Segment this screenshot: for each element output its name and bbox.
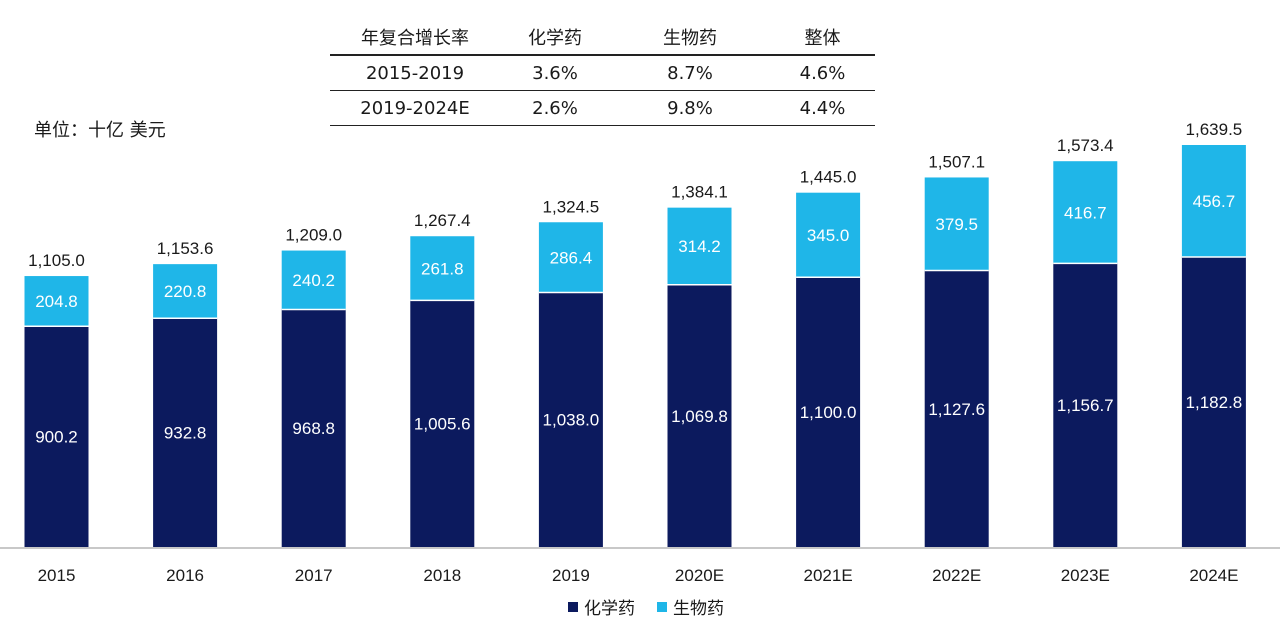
data-label-chem: 1,182.8 bbox=[1186, 393, 1243, 412]
total-label: 1,639.5 bbox=[1186, 120, 1243, 139]
data-label-bio: 261.8 bbox=[421, 259, 464, 278]
data-label-bio: 456.7 bbox=[1193, 192, 1236, 211]
data-label-chem: 1,156.7 bbox=[1057, 396, 1114, 415]
data-label-bio: 345.0 bbox=[807, 226, 850, 245]
x-tick-label: 2023E bbox=[1061, 566, 1110, 585]
cagr-header-row: 年复合增长率 化学药 生物药 整体 bbox=[330, 20, 875, 55]
cagr-header-cell: 年复合增长率 bbox=[361, 28, 469, 49]
bar-segment-bio bbox=[1053, 161, 1118, 264]
bar-segment-bio bbox=[281, 250, 346, 310]
total-label: 1,507.1 bbox=[928, 152, 985, 171]
cagr-header-cell: 整体 bbox=[804, 28, 841, 49]
cagr-cell: 8.7% bbox=[667, 62, 713, 84]
cagr-cell: 3.6% bbox=[532, 62, 578, 84]
bar-segment-bio bbox=[153, 264, 218, 319]
data-label-bio: 286.4 bbox=[550, 248, 593, 267]
data-label-bio: 379.5 bbox=[935, 215, 978, 234]
bar-segment-chem bbox=[538, 292, 603, 547]
data-label-chem: 1,069.8 bbox=[671, 407, 728, 426]
x-tick-label: 2018 bbox=[423, 566, 461, 585]
data-label-chem: 1,038.0 bbox=[543, 411, 600, 430]
x-tick-label: 2015 bbox=[38, 566, 76, 585]
total-label: 1,573.4 bbox=[1057, 136, 1114, 155]
total-label: 1,445.0 bbox=[800, 168, 857, 187]
total-label: 1,105.0 bbox=[28, 251, 85, 270]
bar-segment-chem bbox=[410, 300, 475, 547]
cagr-cell: 2015-2019 bbox=[365, 62, 465, 84]
legend: 化学药 生物药 bbox=[568, 594, 724, 619]
x-tick-label: 2020E bbox=[675, 566, 724, 585]
bar-segment-bio bbox=[1181, 145, 1246, 257]
cagr-table: 年复合增长率 化学药 生物药 整体 2015-2019 3.6% 8.7% 4.… bbox=[330, 20, 875, 126]
cagr-cell: 9.8% bbox=[667, 97, 713, 119]
x-tick-label: 2019 bbox=[552, 566, 590, 585]
data-label-chem: 932.8 bbox=[164, 424, 207, 443]
total-label: 1,209.0 bbox=[285, 226, 342, 245]
cagr-cell: 2.6% bbox=[532, 97, 578, 119]
cagr-cell: 2019-2024E bbox=[360, 97, 470, 119]
cagr-row: 2015-2019 3.6% 8.7% 4.6% bbox=[330, 55, 875, 91]
cagr-row: 2019-2024E 2.6% 9.8% 4.4% bbox=[330, 91, 875, 126]
total-label: 1,153.6 bbox=[157, 239, 214, 258]
x-tick-label: 2022E bbox=[932, 566, 981, 585]
x-tick-label: 2016 bbox=[166, 566, 204, 585]
bar-segment-chem bbox=[24, 326, 89, 547]
legend-swatch-chem bbox=[568, 601, 578, 612]
bar-segment-chem bbox=[796, 277, 861, 547]
bar-segment-bio bbox=[410, 236, 475, 301]
x-tick-label: 2021E bbox=[804, 566, 853, 585]
total-label: 1,324.5 bbox=[543, 197, 600, 216]
x-tick-label: 2017 bbox=[295, 566, 333, 585]
bar-segment-bio bbox=[538, 222, 603, 293]
cagr-header-cell: 生物药 bbox=[663, 28, 717, 49]
cagr-cell: 4.4% bbox=[799, 97, 846, 119]
data-label-bio: 314.2 bbox=[678, 237, 721, 256]
data-label-chem: 968.8 bbox=[292, 419, 335, 438]
data-label-bio: 220.8 bbox=[164, 282, 207, 301]
bar-segment-chem bbox=[1053, 263, 1118, 547]
data-label-chem: 1,100.0 bbox=[800, 403, 857, 422]
bar-segment-chem bbox=[667, 284, 732, 547]
data-label-bio: 240.2 bbox=[292, 271, 335, 290]
data-label-bio: 204.8 bbox=[35, 292, 78, 311]
bar-segment-bio bbox=[796, 192, 861, 278]
bar-segment-bio bbox=[24, 276, 89, 327]
bar-segment-bio bbox=[924, 177, 989, 271]
total-label: 1,267.4 bbox=[414, 211, 471, 230]
cagr-header-cell: 化学药 bbox=[528, 28, 582, 49]
data-label-chem: 900.2 bbox=[35, 428, 78, 447]
bar-segment-chem bbox=[1181, 256, 1246, 547]
legend-label-chem: 化学药 bbox=[584, 599, 635, 619]
legend-swatch-bio bbox=[657, 601, 667, 612]
bar-segment-chem bbox=[924, 270, 989, 547]
data-label-chem: 1,005.6 bbox=[414, 415, 471, 434]
cagr-cell: 4.6% bbox=[799, 62, 846, 84]
data-label-chem: 1,127.6 bbox=[928, 400, 985, 419]
bar-segment-chem bbox=[281, 309, 346, 547]
x-tick-label: 2024E bbox=[1189, 566, 1238, 585]
bar-segment-bio bbox=[667, 207, 732, 285]
data-label-bio: 416.7 bbox=[1064, 203, 1107, 222]
total-label: 1,384.1 bbox=[671, 183, 728, 202]
unit-label: 单位：十亿 美元 bbox=[34, 120, 166, 141]
legend-label-bio: 生物药 bbox=[673, 599, 724, 619]
bar-segment-chem bbox=[153, 318, 218, 547]
